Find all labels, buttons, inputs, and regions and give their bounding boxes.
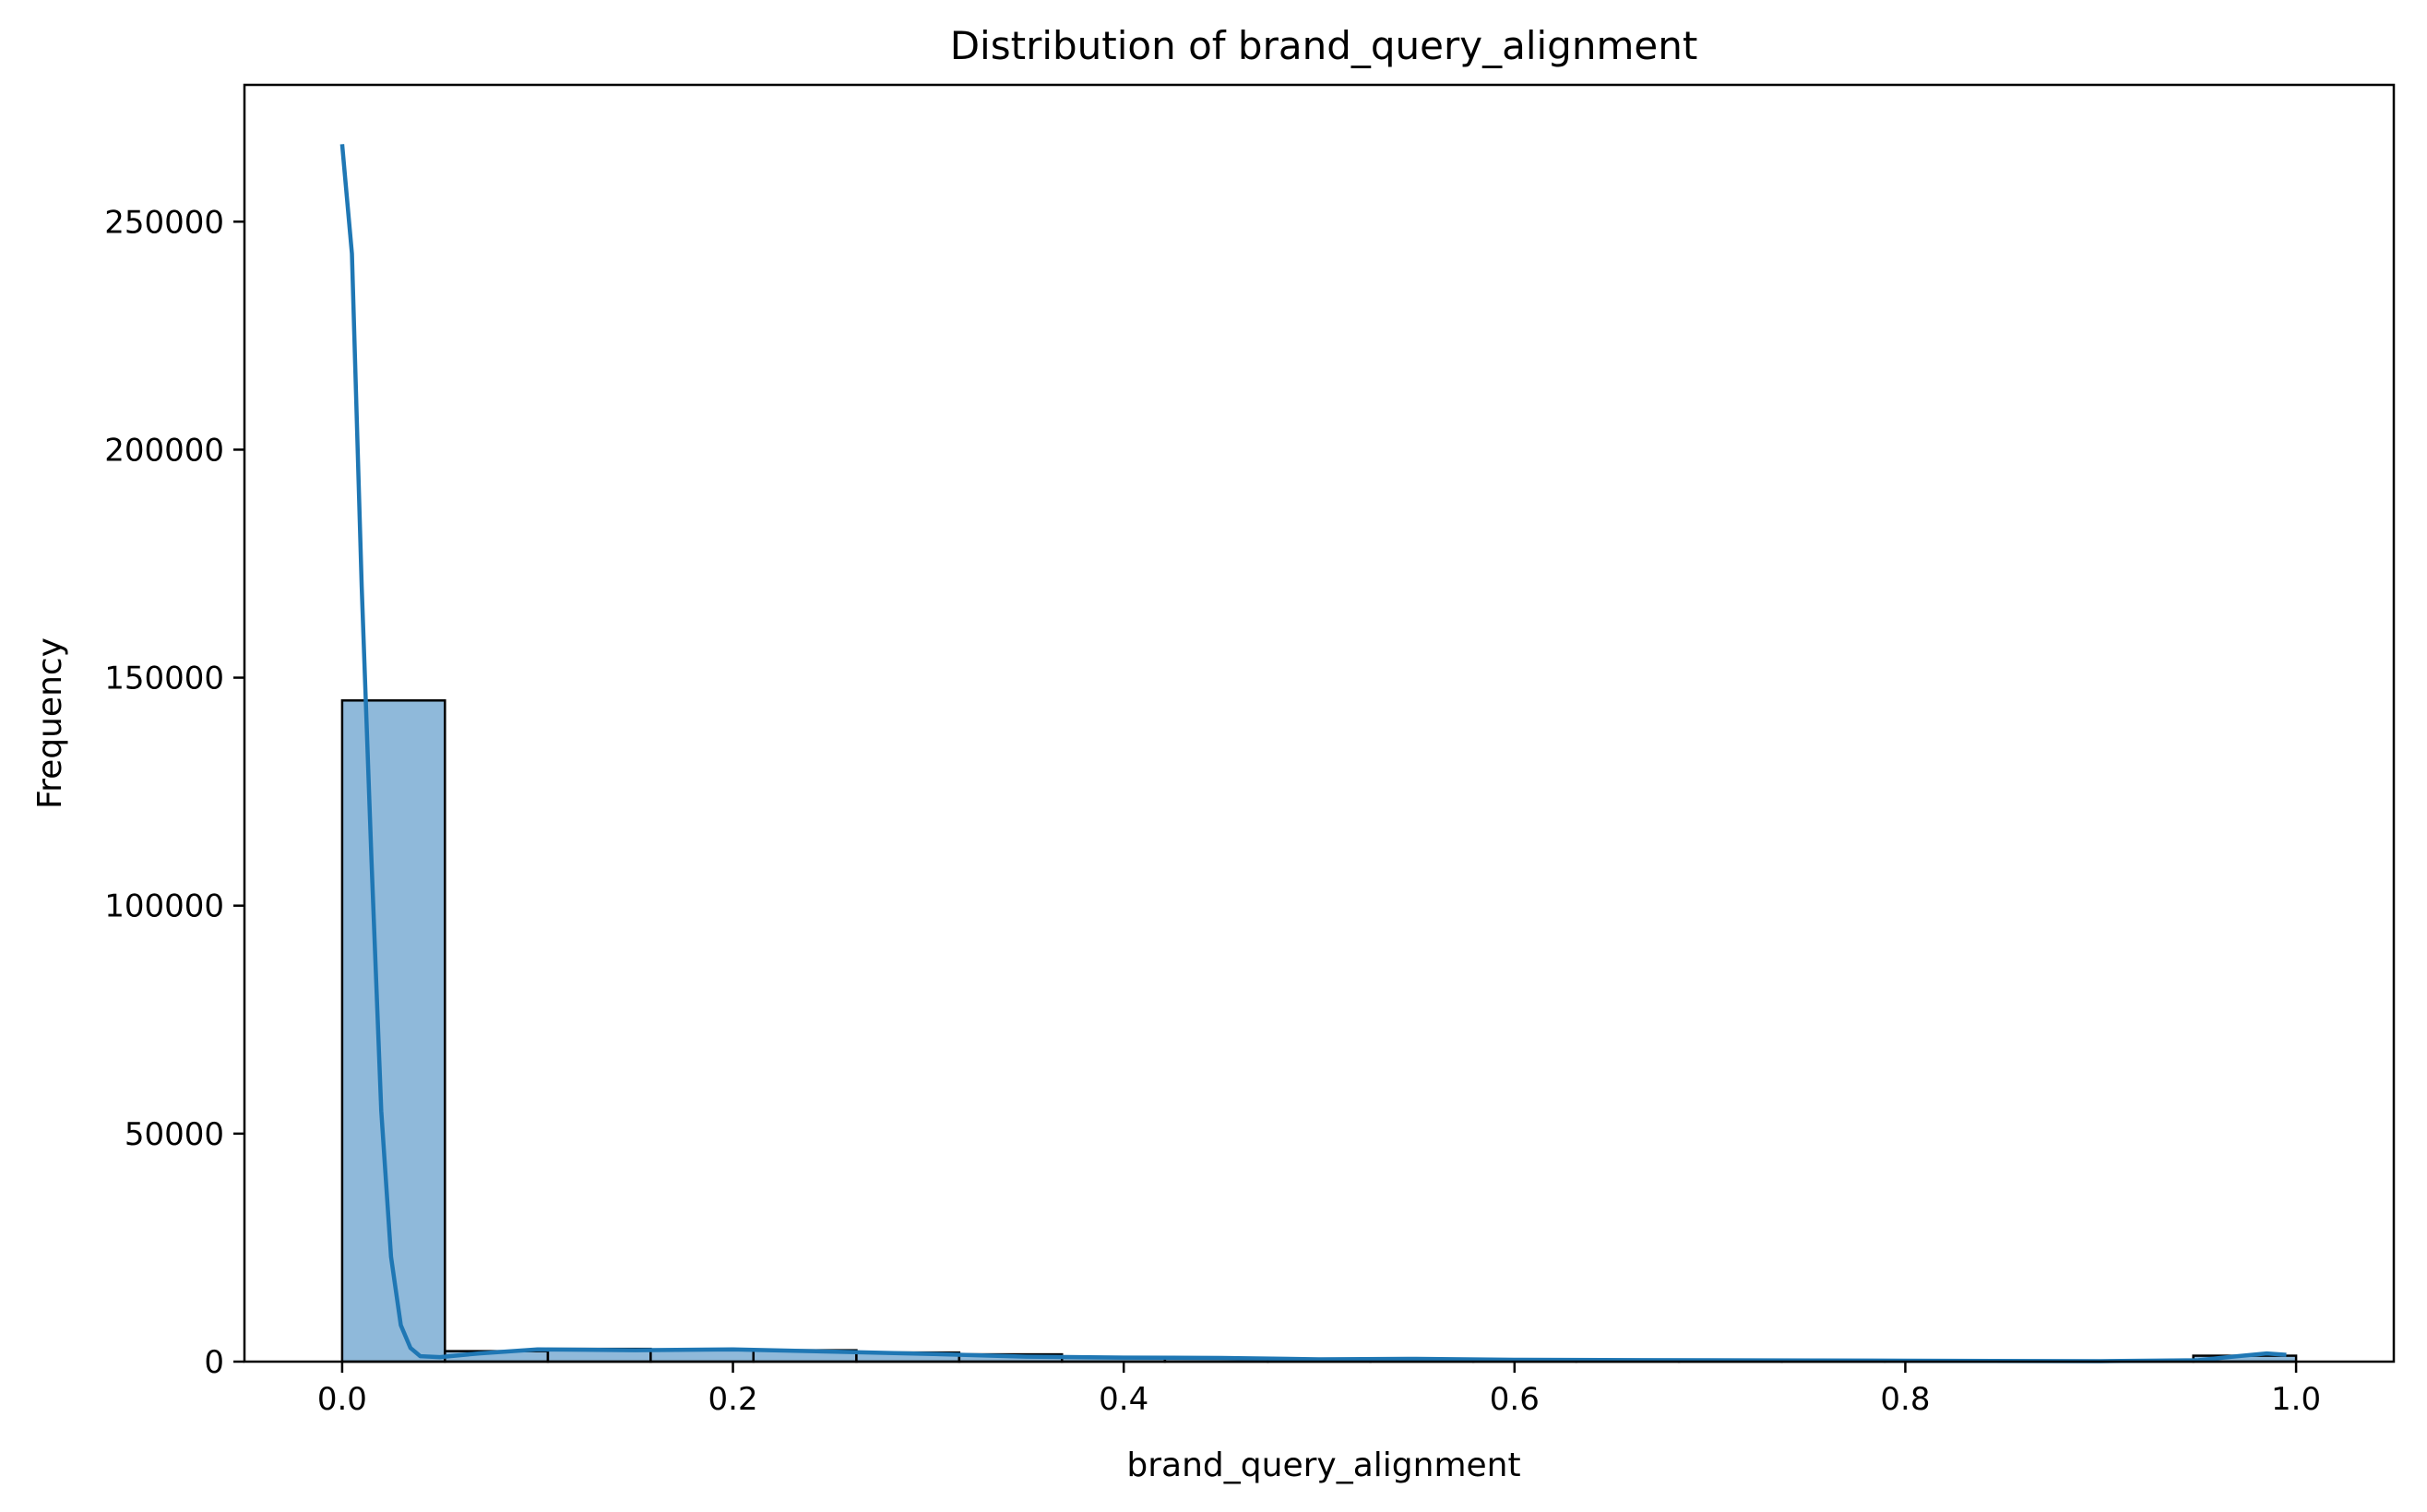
x-tick-label: 0.6 — [1490, 1381, 1540, 1418]
y-tick-label: 200000 — [104, 432, 224, 469]
x-tick-label: 1.0 — [2271, 1381, 2321, 1418]
x-axis-label: brand_query_alignment — [1126, 1447, 1520, 1484]
y-tick-label: 150000 — [104, 661, 224, 697]
x-tick-label: 0.8 — [1880, 1381, 1930, 1418]
chart-title: Distribution of brand_query_alignment — [950, 23, 1698, 68]
y-tick-label: 100000 — [104, 888, 224, 925]
y-axis-ticks: 0 50000 100000 150000 200000 250000 — [104, 204, 244, 1381]
x-tick-label: 0.4 — [1099, 1381, 1148, 1418]
x-tick-label: 0.2 — [708, 1381, 758, 1418]
plot-area — [243, 83, 2396, 1363]
y-tick-label: 50000 — [125, 1116, 224, 1153]
y-tick-label: 250000 — [104, 204, 224, 241]
histogram-bar — [340, 699, 446, 1363]
x-tick-label: 0.0 — [317, 1381, 367, 1418]
y-axis-label: Frequency — [31, 637, 69, 809]
y-tick-label: 0 — [204, 1344, 224, 1381]
axes-frame — [243, 83, 2396, 1363]
x-axis-ticks: 0.0 0.2 0.4 0.6 0.8 1.0 — [317, 1362, 2321, 1418]
